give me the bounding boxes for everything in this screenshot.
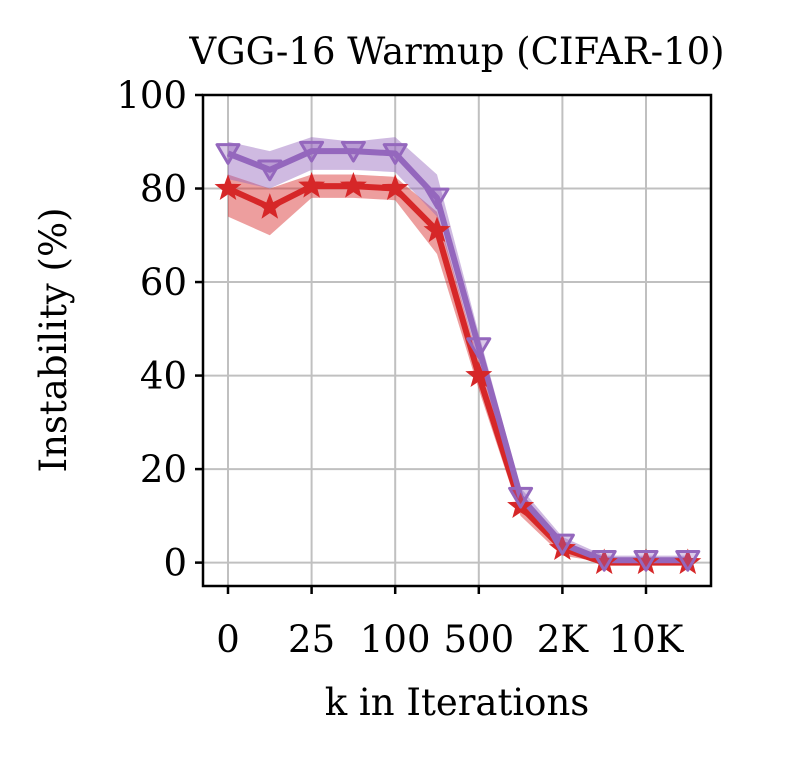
- data-point-purple: [299, 140, 325, 163]
- y-tick-label: 80: [140, 168, 187, 211]
- y-tick-label: 40: [140, 355, 187, 398]
- data-point-red: [381, 174, 409, 200]
- data-point-red: [339, 172, 367, 198]
- data-point-purple: [549, 533, 575, 556]
- data-point-purple: [382, 143, 408, 165]
- chart-title: VGG-16 Warmup (CIFAR-10): [188, 30, 724, 73]
- x-tick-label: 10K: [609, 618, 685, 661]
- data-point-purple: [633, 549, 659, 572]
- series-line-purple: [226, 148, 688, 564]
- x-tick-label: 100: [360, 618, 431, 661]
- data-point-purple: [675, 549, 701, 572]
- confidence-band-red: [228, 174, 688, 563]
- series-lines: [226, 148, 688, 566]
- x-axis-label: k in Iterations: [325, 681, 590, 724]
- data-point-purple: [591, 549, 617, 572]
- y-tick-label: 20: [140, 448, 187, 491]
- data-point-red: [214, 174, 242, 200]
- data-point-purple: [215, 143, 241, 165]
- y-tick-label: 60: [140, 261, 187, 304]
- x-ticks: 0 25 100 500 2K 10K: [216, 586, 685, 661]
- data-point-red: [256, 193, 284, 219]
- x-tick-label: 0: [216, 618, 240, 661]
- y-axis-label: Instability (%): [32, 207, 75, 472]
- confidence-band-purple: [228, 137, 688, 563]
- plot-frame: [201, 93, 713, 588]
- y-tick-label: 100: [116, 74, 187, 117]
- y-ticks: 0 20 40 60 80 100: [116, 74, 203, 585]
- data-point-red: [423, 216, 451, 243]
- data-point-purple: [508, 486, 534, 509]
- data-point-red: [298, 172, 326, 198]
- data-point-purple: [466, 337, 492, 359]
- data-point-red: [465, 361, 493, 388]
- x-tick-label: 500: [443, 618, 514, 661]
- y-tick-label: 0: [163, 542, 187, 585]
- data-point-purple: [257, 159, 283, 182]
- confidence-bands: [228, 137, 688, 563]
- data-point-purple: [424, 187, 450, 210]
- data-point-purple: [340, 140, 366, 163]
- x-tick-label: 25: [288, 618, 335, 661]
- series-markers: [214, 140, 702, 575]
- x-tick-label: 2K: [537, 618, 590, 661]
- series-line-red: [226, 183, 688, 566]
